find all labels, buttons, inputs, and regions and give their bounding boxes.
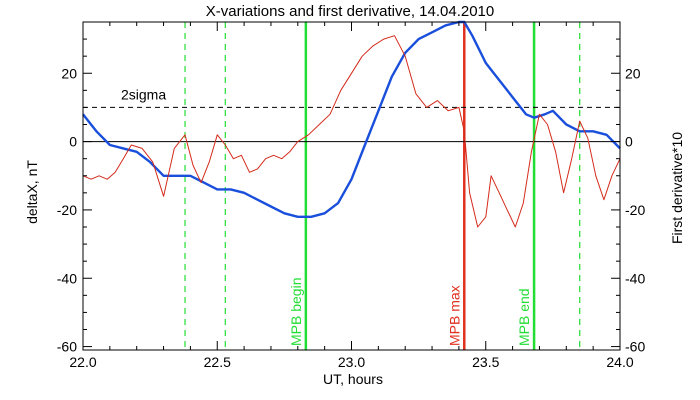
x-tick-label-4: 24.0 — [606, 354, 633, 370]
y-tick-label-left-4: 20 — [61, 65, 77, 81]
x-tick-label-2: 23.0 — [338, 354, 365, 370]
reference-lines — [83, 106, 620, 143]
y-tick-label-left-0: -60 — [57, 339, 77, 355]
x-tick-label-1: 22.5 — [204, 354, 231, 370]
ticks-layer: 22.0 22.5 23.0 23.5 24.0-60 -60-40 -40-20 -200 0… — [57, 22, 645, 370]
reference-label-0: 2sigma — [121, 86, 166, 102]
marker-label-0: MPB begin — [288, 278, 304, 346]
y-tick-label-right-3: 0 — [625, 134, 633, 150]
y-tick-label-right-2: -20 — [625, 202, 645, 218]
x-tick-label-3: 23.5 — [472, 354, 499, 370]
y-axis-label-left: deltaX, nT — [24, 160, 40, 224]
series-line-0 — [82, 20, 621, 219]
marker-label-1: MPB max — [446, 285, 462, 346]
series-line-1 — [82, 35, 621, 228]
y-tick-label-right-1: -40 — [625, 270, 645, 286]
chart-title: X-variations and first derivative, 14.04… — [206, 3, 495, 20]
y-tick-label-left-1: -40 — [57, 270, 77, 286]
series-layer — [82, 20, 621, 228]
y-tick-label-right-4: 20 — [625, 65, 641, 81]
x-tick-label-0: 22.0 — [69, 354, 96, 370]
y-axis-label-right: First derivative*10 — [669, 132, 685, 244]
marker-label-2: MPB end — [516, 288, 532, 346]
labels-layer: MPB begin MPB max MPB end 2sigma — [121, 86, 532, 346]
marker-lines — [184, 22, 581, 350]
x-axis-label: UT, hours — [323, 371, 383, 387]
y-tick-label-left-2: -20 — [57, 202, 77, 218]
y-tick-label-right-0: -60 — [625, 339, 645, 355]
y-tick-label-left-3: 0 — [69, 134, 77, 150]
